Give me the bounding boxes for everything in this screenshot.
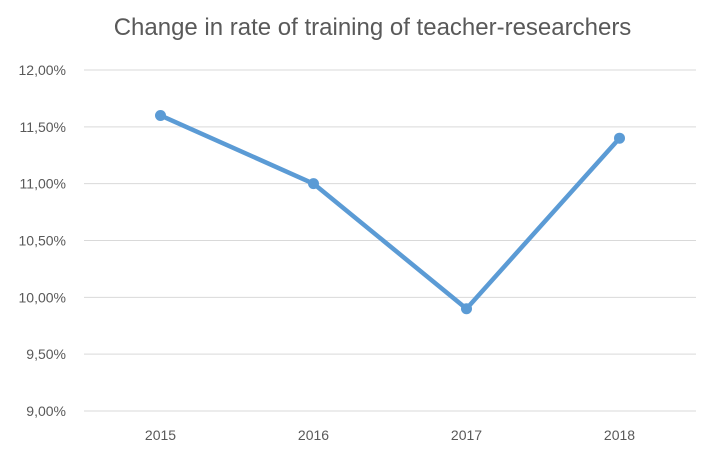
y-tick-label: 9,50%	[26, 346, 66, 362]
data-point	[308, 178, 319, 190]
data-point	[155, 109, 166, 121]
y-tick-label: 9,00%	[26, 403, 66, 419]
y-tick-label: 11,50%	[20, 119, 66, 135]
y-tick-label: 10,50%	[19, 233, 66, 249]
chart-title: Change in rate of training of teacher-re…	[113, 14, 632, 41]
y-tick-label: 12,00%	[19, 62, 66, 78]
data-point	[461, 303, 472, 315]
y-tick-label: 10,00%	[19, 289, 66, 305]
series-line	[158, 113, 622, 311]
x-tick-label: 2018	[604, 427, 635, 443]
x-tick-label: 2015	[145, 427, 176, 443]
data-point	[614, 132, 625, 144]
y-tick-label: 11,00%	[20, 176, 66, 192]
x-tick-label: 2017	[451, 427, 482, 443]
x-tick-label: 2016	[298, 427, 329, 443]
